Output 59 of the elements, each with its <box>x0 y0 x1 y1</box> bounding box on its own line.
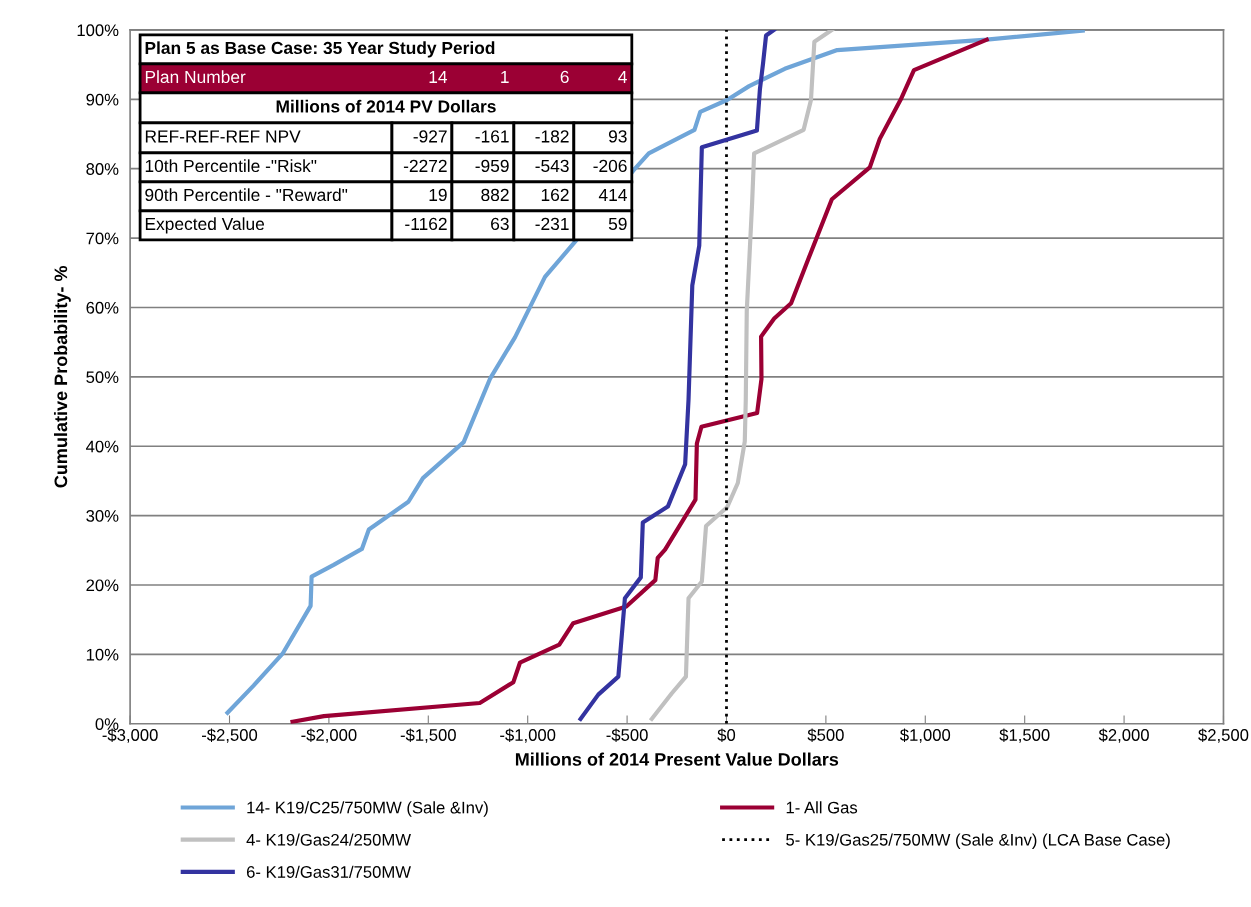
annotation: -1162 <box>405 217 447 231</box>
y-tick-label: 60% <box>86 301 119 314</box>
x-tick-label: $0 <box>717 728 736 742</box>
y-tick-label: 40% <box>86 440 119 453</box>
annotation: 10th Percentile -"Risk" <box>145 159 317 173</box>
x-tick-label: $1,000 <box>899 728 951 743</box>
annotation: Expected Value <box>145 217 265 234</box>
y-tick-label: 50% <box>86 371 119 384</box>
annotation: -182 <box>535 130 569 143</box>
x-axis-title: Millions of 2014 Present Value Dollars <box>515 752 839 766</box>
annotation: Plan 5 as Base Case: 35 Year Study Period <box>145 41 495 58</box>
annotation: 882 <box>481 188 509 202</box>
annotation: 93 <box>608 130 627 143</box>
annotation: 4 <box>618 70 627 83</box>
y-axis-title: Cumulative Probability- % <box>53 265 71 488</box>
annotation: 1 <box>501 70 509 83</box>
y-tick-label: 90% <box>86 93 119 106</box>
annotation: -206 <box>593 159 627 173</box>
legend-label: 4- K19/Gas24/250MW <box>246 833 411 846</box>
y-tick-label: 80% <box>86 163 119 175</box>
line-series <box>649 29 834 722</box>
legend-label: 14- K19/C25/750MW (Sale &Inv) <box>247 801 488 817</box>
annotation: -959 <box>475 159 509 173</box>
annotation: 14 <box>429 70 448 83</box>
annotation: -927 <box>413 130 447 143</box>
x-tick-label: -$1,500 <box>400 728 456 743</box>
annotation: -161 <box>475 130 509 143</box>
x-tick-label: -$2,500 <box>201 728 258 743</box>
x-tick-label: -$1,000 <box>500 728 556 743</box>
x-tick-label: $2,000 <box>1098 728 1149 743</box>
legend-label: 5- K19/Gas25/750MW (Sale &Inv) (LCA Base Case) <box>786 833 1170 849</box>
annotation: REF-REF-REF NPV <box>145 130 301 143</box>
annotation: 162 <box>541 188 569 202</box>
annotation: -543 <box>535 159 569 173</box>
y-tick-label: 0% <box>95 718 119 730</box>
x-tick-label: $1,500 <box>999 728 1050 743</box>
y-tick-label: 20% <box>86 579 119 592</box>
y-tick-label: 10% <box>86 648 119 661</box>
annotation: Millions of 2014 PV Dollars <box>276 99 496 113</box>
x-tick-label: -$2,000 <box>301 728 357 743</box>
x-tick-label: -$3,000 <box>102 728 158 743</box>
annotation: 63 <box>491 217 509 231</box>
x-tick-label: -$500 <box>606 728 648 742</box>
annotation: -2272 <box>403 159 447 172</box>
y-tick-label: 100% <box>77 24 119 37</box>
annotation: -231 <box>535 217 569 231</box>
x-tick-label: $2,500 <box>1198 728 1249 743</box>
annotation: 90th Percentile - "Reward" <box>145 188 348 202</box>
x-tick-label: $500 <box>807 728 844 742</box>
legend-label: 1- All Gas <box>786 801 858 814</box>
line-series <box>578 29 776 722</box>
annotation: 19 <box>429 188 447 202</box>
annotation: Plan Number <box>145 70 246 84</box>
annotation: 59 <box>608 217 627 231</box>
annotation: 414 <box>598 188 627 201</box>
legend-label: 6- K19/Gas31/750MW <box>246 865 411 878</box>
annotation: 6 <box>560 70 569 84</box>
y-tick-label: 70% <box>86 232 119 245</box>
y-tick-label: 30% <box>86 510 119 522</box>
